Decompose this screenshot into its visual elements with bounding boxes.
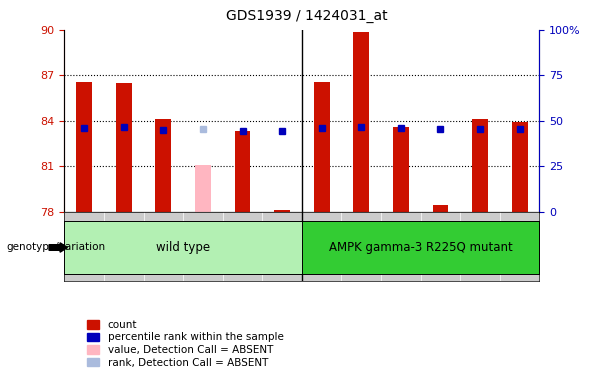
Bar xyxy=(314,81,330,212)
Bar xyxy=(433,205,448,212)
Bar xyxy=(512,123,528,212)
Bar xyxy=(393,127,409,212)
Legend: count, percentile rank within the sample, value, Detection Call = ABSENT, rank, : count, percentile rank within the sample… xyxy=(85,318,286,370)
Bar xyxy=(274,210,290,212)
Text: GDS1939 / 1424031_at: GDS1939 / 1424031_at xyxy=(226,9,387,23)
Bar xyxy=(353,32,369,212)
Bar xyxy=(76,81,92,212)
Bar xyxy=(472,119,488,212)
Text: AMPK gamma-3 R225Q mutant: AMPK gamma-3 R225Q mutant xyxy=(329,241,512,254)
Bar xyxy=(116,83,132,212)
Bar xyxy=(235,131,251,212)
Text: wild type: wild type xyxy=(156,241,210,254)
Bar xyxy=(195,165,211,212)
Bar xyxy=(156,119,171,212)
Text: genotype/variation: genotype/variation xyxy=(6,243,105,252)
